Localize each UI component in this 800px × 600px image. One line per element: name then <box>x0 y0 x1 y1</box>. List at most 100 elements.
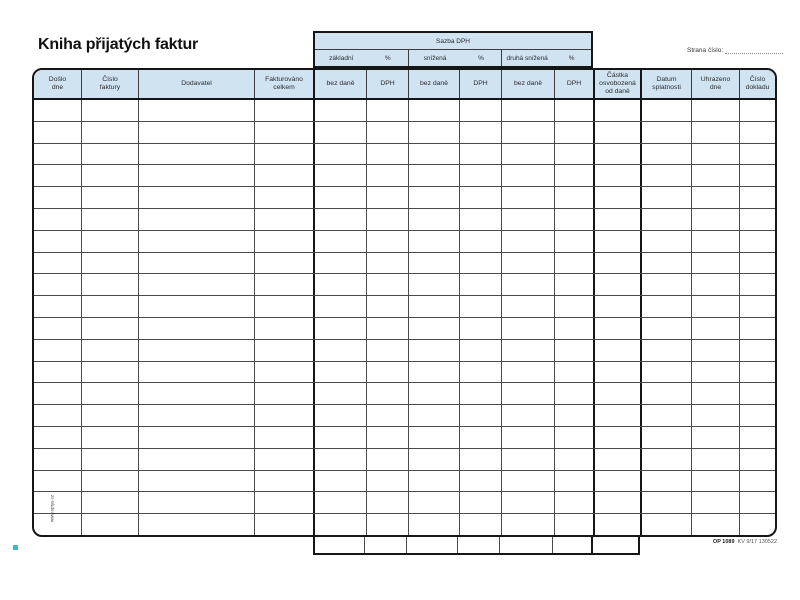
vat-rate-name: základní <box>329 54 354 62</box>
table-cell <box>315 165 367 187</box>
table-cell <box>642 296 692 317</box>
table-cell <box>595 448 642 470</box>
table-cell <box>367 470 409 492</box>
table-cell <box>409 492 460 514</box>
table-cell <box>255 470 315 492</box>
table-cell <box>409 208 460 230</box>
table-cell <box>692 426 740 448</box>
table-cell <box>642 143 692 165</box>
table-cell <box>502 317 555 339</box>
table-cell <box>82 252 139 274</box>
table-cell <box>595 252 642 274</box>
table-cell <box>692 252 740 274</box>
strip-cell <box>365 536 407 553</box>
table-cell <box>555 317 595 339</box>
table-cell <box>139 296 255 317</box>
table-cell <box>555 405 595 426</box>
vat-group-standard: základní % <box>315 50 409 66</box>
table-cell <box>740 165 775 186</box>
table-cell <box>34 230 82 252</box>
table-cell <box>642 492 692 514</box>
table-cell <box>555 448 595 470</box>
table-cell <box>692 230 740 252</box>
table-cell <box>82 208 139 230</box>
header-vat-1: DPH <box>367 70 409 98</box>
table-cell <box>255 296 315 317</box>
table-cell <box>692 100 740 121</box>
header-invoice-number: Číslo faktury <box>82 70 139 98</box>
table-cell <box>502 296 555 317</box>
table-cell <box>255 339 315 361</box>
table-cell <box>34 492 82 514</box>
table-cell <box>255 405 315 426</box>
vat-group-second-reduced: druhá snížená % <box>502 50 591 66</box>
table-row <box>34 361 775 384</box>
vat-rate-unit: % <box>568 54 575 62</box>
table-cell <box>642 383 692 405</box>
table-cell <box>555 143 595 165</box>
table-cell <box>692 405 740 426</box>
table-cell <box>460 448 502 470</box>
table-cell <box>315 405 367 426</box>
table-cell <box>139 339 255 361</box>
table-cell <box>642 121 692 143</box>
table-cell <box>315 100 367 121</box>
printer-vertical-text-wrap: www.optys.cz <box>14 468 55 544</box>
table-cell <box>367 208 409 230</box>
table-cell <box>34 274 82 296</box>
table-cell <box>692 296 740 317</box>
table-cell <box>740 449 775 470</box>
table-cell <box>34 361 82 383</box>
table-cell <box>502 383 555 405</box>
table-cell <box>502 187 555 208</box>
table-cell <box>315 317 367 339</box>
table-cell <box>367 187 409 208</box>
vat-rate-box: Sazba DPH základní % snížená % druhá sní… <box>313 31 593 68</box>
table-cell <box>82 492 139 514</box>
table-cell <box>34 187 82 208</box>
table-cell <box>315 187 367 208</box>
table-cell <box>255 317 315 339</box>
table-row <box>34 230 775 253</box>
table-cell <box>255 208 315 230</box>
table-cell <box>642 165 692 187</box>
vat-rate-unit: % <box>384 54 391 62</box>
table-cell <box>82 100 139 121</box>
table-cell <box>502 143 555 165</box>
table-cell <box>692 317 740 339</box>
table-cell <box>255 492 315 514</box>
table-cell <box>255 252 315 274</box>
table-cell <box>642 230 692 252</box>
table-cell <box>740 471 775 492</box>
table-cell <box>82 383 139 405</box>
table-cell <box>139 492 255 514</box>
table-row <box>34 121 775 144</box>
table-cell <box>409 448 460 470</box>
table-cell <box>34 143 82 165</box>
table-cell <box>82 448 139 470</box>
table-cell <box>460 317 502 339</box>
table-cell <box>740 296 775 317</box>
table-cell <box>409 383 460 405</box>
table-cell <box>409 514 460 535</box>
header-base-no-tax-2: bez daně <box>409 70 460 98</box>
table-cell <box>409 296 460 317</box>
table-cell <box>740 100 775 121</box>
table-cell <box>82 361 139 383</box>
table-cell <box>460 187 502 208</box>
table-cell <box>740 383 775 404</box>
table-cell <box>367 121 409 143</box>
header-invoiced-total: Fakturováno celkem <box>255 70 315 98</box>
table-cell <box>502 361 555 383</box>
table-cell <box>642 208 692 230</box>
table-cell <box>555 514 595 535</box>
table-cell <box>139 405 255 426</box>
accent-square <box>13 545 18 550</box>
table-cell <box>642 274 692 296</box>
table-cell <box>460 252 502 274</box>
table-cell <box>642 317 692 339</box>
table-row <box>34 208 775 231</box>
table-cell <box>409 100 460 121</box>
table-cell <box>139 187 255 208</box>
table-cell <box>460 514 502 535</box>
